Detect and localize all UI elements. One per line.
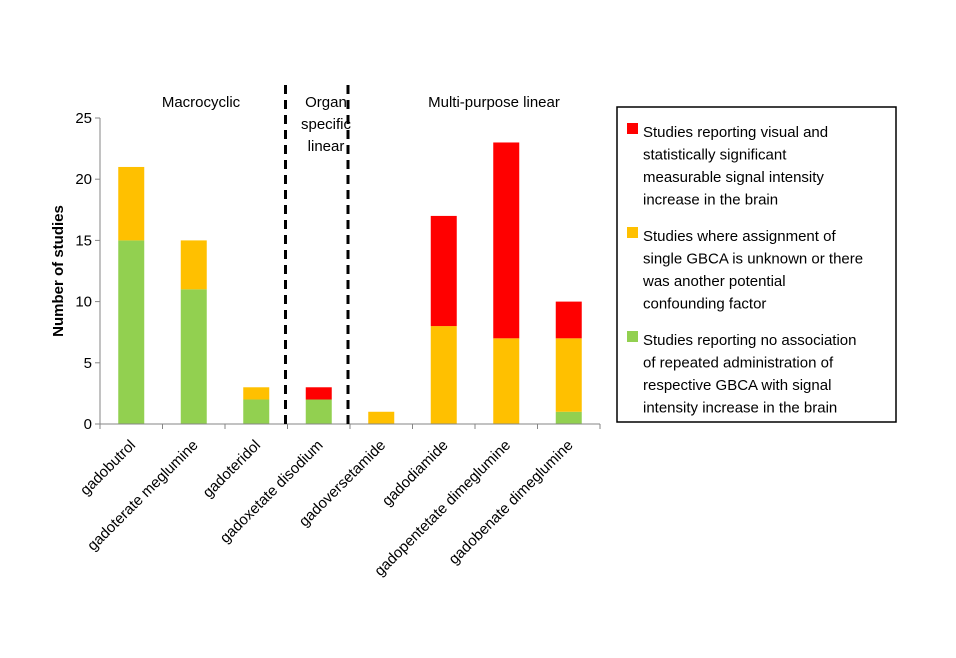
y-tick-label-0: 0	[84, 416, 92, 433]
legend-text-signal_increase-line-3: increase in the brain	[643, 192, 778, 209]
legend-text-unknown_or_confounding-line-0: Studies where assignment of	[643, 228, 836, 245]
bar-segment-unknown_or_confounding-6	[493, 338, 520, 424]
category-label-1: gadoterate meglumine	[84, 437, 202, 555]
bar-segment-signal_increase-5	[430, 215, 457, 327]
legend-text-signal_increase-line-1: statistically significant	[643, 147, 787, 164]
group-label-1-line-2: linear	[308, 138, 345, 155]
group-label-2-line-0: Multi-purpose linear	[428, 94, 560, 111]
legend-swatch-unknown_or_confounding	[627, 227, 638, 238]
bar-segment-no_association-7	[555, 411, 582, 424]
bar-segment-unknown_or_confounding-0	[118, 166, 145, 241]
legend-text-no_association-line-2: respective GBCA with signal	[643, 377, 831, 394]
group-label-1-line-0: Organ	[305, 94, 347, 111]
category-label-2: gadoteridol	[200, 437, 265, 502]
legend-text-signal_increase-line-2: measurable signal intensity	[643, 169, 824, 186]
legend-text-unknown_or_confounding-line-1: single GBCA is unknown or there	[643, 251, 863, 268]
y-tick-label-1: 5	[84, 355, 92, 372]
legend-text-no_association-line-3: intensity increase in the brain	[643, 400, 837, 417]
bar-segment-unknown_or_confounding-5	[430, 326, 457, 424]
group-label-0-line-0: Macrocyclic	[162, 94, 241, 111]
legend-text-no_association-line-0: Studies reporting no association	[643, 332, 856, 349]
category-label-3: gadoxetate disodium	[217, 437, 327, 547]
y-tick-label-5: 25	[75, 110, 92, 127]
bar-segment-unknown_or_confounding-2	[243, 387, 270, 400]
legend-text-unknown_or_confounding-line-3: confounding factor	[643, 296, 766, 313]
y-tick-label-2: 10	[75, 294, 92, 311]
legend-swatch-signal_increase	[627, 123, 638, 134]
bar-segment-signal_increase-7	[555, 301, 582, 339]
bar-segment-no_association-2	[243, 399, 270, 424]
bar-segment-no_association-3	[305, 399, 332, 424]
bar-segment-no_association-0	[118, 240, 145, 424]
legend-swatch-no_association	[627, 331, 638, 342]
y-tick-label-4: 20	[75, 171, 92, 188]
y-axis-title: Number of studies	[50, 205, 67, 337]
y-tick-label-3: 15	[75, 232, 92, 249]
legend-text-signal_increase-line-0: Studies reporting visual and	[643, 124, 828, 141]
bar-segment-unknown_or_confounding-4	[368, 411, 395, 424]
bar-segment-no_association-1	[180, 289, 207, 424]
bar-segment-signal_increase-6	[493, 142, 520, 339]
legend-text-unknown_or_confounding-line-2: was another potential	[642, 273, 786, 290]
bar-segment-unknown_or_confounding-1	[180, 240, 207, 290]
category-label-0: gadobutrol	[77, 437, 139, 499]
bar-segment-unknown_or_confounding-7	[555, 338, 582, 412]
legend-box	[616, 106, 897, 423]
legend-text-no_association-line-1: of repeated administration of	[643, 355, 834, 372]
group-label-1-line-1: specific	[301, 116, 352, 133]
category-label-7: gadobenate dimeglumine	[445, 437, 576, 568]
bar-segment-signal_increase-3	[305, 387, 332, 400]
